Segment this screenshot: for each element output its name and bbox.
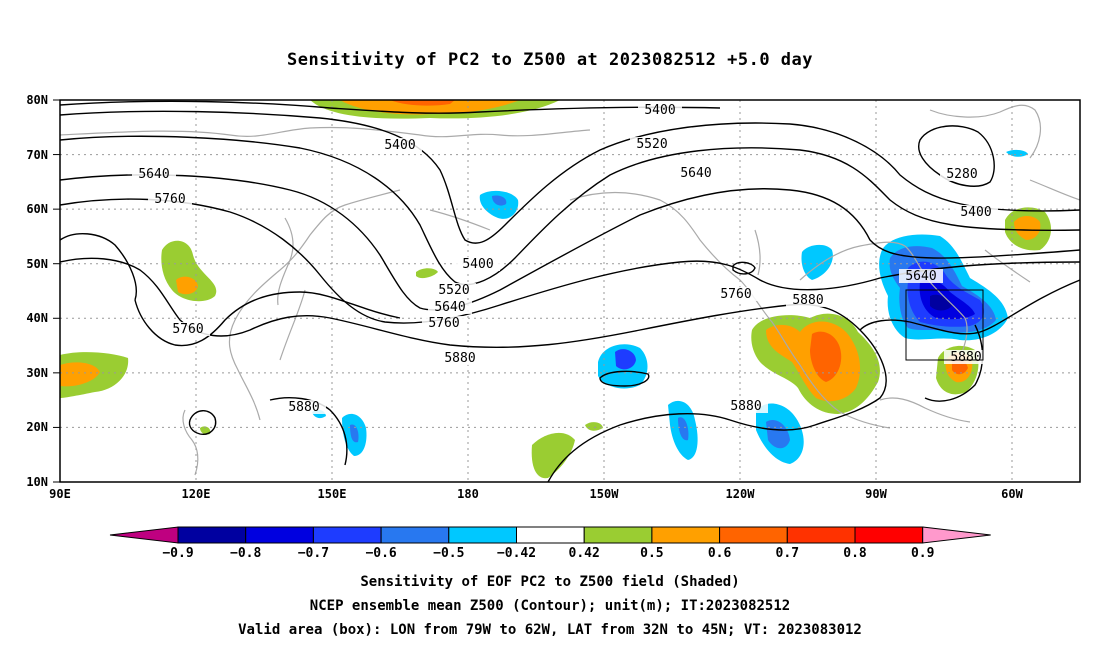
colorbar-label: 0.7: [776, 546, 799, 561]
contour-label-5640: 5640: [680, 166, 711, 181]
lon-label-180: 180: [457, 487, 479, 501]
colorbar-label: 0.9: [911, 546, 934, 561]
colorbar-min-arrow: [110, 527, 178, 543]
sensitivity-map: 5400 5400 5400 5400 5520 5520 5640 5640 5640 5640…: [0, 0, 1100, 650]
colorbar-segment: [517, 527, 585, 543]
colorbar-segment: [652, 527, 720, 543]
contour-label-5760: 5760: [154, 192, 185, 207]
contour-label-5280: 5280: [946, 167, 977, 182]
lat-label-20N: 20N: [26, 420, 48, 434]
contour-label-5400: 5400: [644, 103, 675, 118]
colorbar-segment: [584, 527, 652, 543]
contour-label-5880: 5880: [792, 293, 823, 308]
contour-label-5400: 5400: [960, 205, 991, 220]
colorbar-label: 0.5: [640, 546, 663, 561]
footer-line-shaded: Sensitivity of EOF PC2 to Z500 field (Sh…: [0, 574, 1100, 590]
lon-label-150E: 150E: [318, 487, 347, 501]
footer-line-valid-area: Valid area (box): LON from 79W to 62W, L…: [0, 622, 1100, 638]
colorbar-segment: [787, 527, 855, 543]
colorbar-max-arrow: [923, 527, 991, 543]
colorbar-label: −0.5: [433, 546, 464, 561]
contour-label-5760: 5760: [720, 287, 751, 302]
colorbar-segment: [313, 527, 381, 543]
colorbar-label: −0.8: [230, 546, 261, 561]
contour-label-5880: 5880: [444, 351, 475, 366]
footer-line-contour: NCEP ensemble mean Z500 (Contour); unit(…: [0, 598, 1100, 614]
colorbar-segment: [855, 527, 923, 543]
contour-label-5760: 5760: [172, 322, 203, 337]
lat-label-70N: 70N: [26, 148, 48, 162]
latitude-labels: 80N 70N 60N 50N 40N 30N 20N 10N: [26, 93, 60, 489]
colorbar-segment: [381, 527, 449, 543]
contour-label-5880: 5880: [288, 400, 319, 415]
colorbar-label: 0.8: [843, 546, 867, 561]
contour-label-5880: 5880: [730, 399, 761, 414]
lat-label-50N: 50N: [26, 257, 48, 271]
contour-label-5640: 5640: [905, 269, 936, 284]
lat-label-80N: 80N: [26, 93, 48, 107]
contour-label-5400: 5400: [462, 257, 493, 272]
lat-label-30N: 30N: [26, 366, 48, 380]
colorbar-label: 0.6: [708, 546, 732, 561]
contour-label-5760: 5760: [428, 316, 459, 331]
lon-label-90W: 90W: [865, 487, 887, 501]
contour-label-5640: 5640: [434, 300, 465, 315]
lon-label-150W: 150W: [590, 487, 620, 501]
colorbar-label: −0.6: [365, 546, 396, 561]
colorbar-label: −0.7: [298, 546, 329, 561]
lon-label-120E: 120E: [182, 487, 211, 501]
colorbar-label: −0.42: [497, 546, 536, 561]
lat-label-60N: 60N: [26, 202, 48, 216]
colorbar-segment: [449, 527, 517, 543]
lon-label-60W: 60W: [1001, 487, 1023, 501]
colorbar-label: 0.42: [569, 546, 600, 561]
colorbar-label: −0.9: [162, 546, 193, 561]
lat-label-40N: 40N: [26, 311, 48, 325]
lat-label-10N: 10N: [26, 475, 48, 489]
contour-label-5400: 5400: [384, 138, 415, 153]
lon-label-120W: 120W: [726, 487, 756, 501]
colorbar-segment: [720, 527, 788, 543]
contour-label-5640: 5640: [138, 167, 169, 182]
contour-label-5880: 5880: [950, 350, 981, 365]
longitude-labels: 90E 120E 150E 180 150W 120W 90W 60W: [49, 487, 1023, 501]
lon-label-90E: 90E: [49, 487, 71, 501]
colorbar-segment: [246, 527, 314, 543]
colorbar: −0.9 −0.8 −0.7 −0.6 −0.5 −0.42 0.42 0.5 0.6 0.7 0.…: [110, 527, 991, 561]
contour-label-5520: 5520: [438, 283, 469, 298]
colorbar-segment: [178, 527, 246, 543]
contour-label-5520: 5520: [636, 137, 667, 152]
